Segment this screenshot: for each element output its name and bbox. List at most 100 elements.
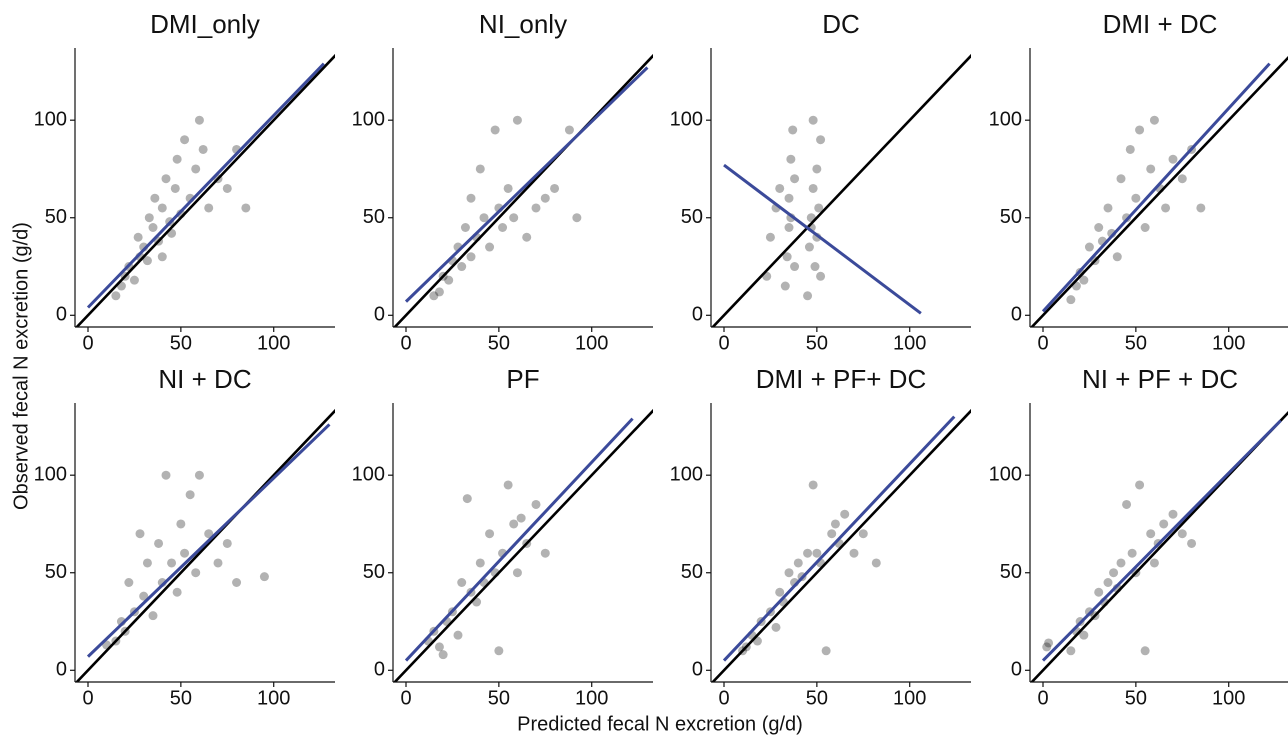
x-tick-label: 50 <box>1125 332 1147 354</box>
panel-title: DC <box>822 9 860 39</box>
point <box>176 519 186 529</box>
y-tick-label: 50 <box>681 206 703 228</box>
point <box>1196 203 1206 213</box>
point <box>466 252 476 262</box>
point <box>784 193 794 203</box>
point <box>531 203 541 213</box>
point <box>816 271 826 281</box>
identity-line <box>711 408 971 682</box>
point <box>812 164 822 174</box>
point <box>1103 577 1113 587</box>
point <box>485 242 495 252</box>
point <box>1079 275 1089 285</box>
x-tick-label: 100 <box>575 332 608 354</box>
point <box>172 154 182 164</box>
point <box>438 650 448 660</box>
point <box>1094 222 1104 232</box>
point <box>522 232 532 242</box>
y-tick-label: 100 <box>989 463 1022 485</box>
point <box>490 125 500 135</box>
plot-area <box>1030 56 1288 327</box>
panel: DMI + DC 0 50 100 0 50 100 <box>989 9 1288 354</box>
point <box>204 203 214 213</box>
point <box>858 529 868 539</box>
point <box>1168 509 1178 519</box>
panel: NI_only 0 50 100 0 50 100 <box>352 9 653 354</box>
point <box>1079 630 1089 640</box>
panel-title: DMI + PF+ DC <box>756 364 926 394</box>
plot-area <box>711 53 971 327</box>
point <box>531 499 541 509</box>
x-tick-label: 100 <box>257 687 290 709</box>
y-tick-label: 0 <box>56 304 67 326</box>
x-tick-label: 0 <box>1037 687 1048 709</box>
y-tick-label: 0 <box>1011 659 1022 681</box>
point <box>453 630 463 640</box>
point <box>1159 519 1169 529</box>
point <box>434 287 444 297</box>
panel-title: NI + DC <box>158 364 251 394</box>
point <box>564 125 574 135</box>
plot-area <box>1030 411 1288 682</box>
point <box>509 519 519 529</box>
point <box>457 577 467 587</box>
y-axis-label: Observed fecal N excretion (g/d) <box>10 222 32 510</box>
identity-line <box>1030 56 1288 327</box>
panel-title: NI + PF + DC <box>1082 364 1238 394</box>
point <box>1094 587 1104 597</box>
point <box>1140 646 1150 656</box>
point <box>434 642 444 652</box>
point <box>803 548 813 558</box>
point <box>784 568 794 578</box>
point <box>460 222 470 232</box>
plot-area <box>75 53 335 327</box>
panel: NI + PF + DC 0 50 100 0 50 100 <box>989 364 1288 709</box>
y-tick-label: 0 <box>692 304 703 326</box>
point <box>765 232 775 242</box>
point <box>259 572 269 582</box>
point <box>135 529 145 539</box>
point <box>204 529 214 539</box>
fit-line <box>86 423 331 658</box>
point <box>775 587 785 597</box>
point <box>144 213 154 223</box>
point <box>479 213 489 223</box>
point <box>232 577 242 587</box>
identity-line <box>75 53 335 327</box>
point <box>142 256 152 266</box>
identity-line <box>393 53 653 327</box>
y-tick-label: 50 <box>45 206 67 228</box>
x-axis-label: Predicted fecal N excretion (g/d) <box>517 713 803 735</box>
point <box>812 548 822 558</box>
point <box>1103 203 1113 213</box>
y-tick-label: 50 <box>1000 561 1022 583</box>
point <box>213 558 223 568</box>
x-tick-label: 0 <box>718 687 729 709</box>
point <box>142 558 152 568</box>
y-tick-label: 50 <box>681 561 703 583</box>
point <box>444 275 454 285</box>
point <box>161 470 171 480</box>
point <box>784 222 794 232</box>
point <box>849 548 859 558</box>
point <box>485 529 495 539</box>
x-tick-label: 0 <box>718 332 729 354</box>
point <box>790 174 800 184</box>
x-tick-label: 50 <box>806 332 828 354</box>
point <box>512 115 522 125</box>
y-tick-label: 100 <box>34 108 67 130</box>
point <box>429 291 439 301</box>
point <box>475 164 485 174</box>
point <box>194 115 204 125</box>
y-tick-label: 100 <box>989 108 1022 130</box>
panel-title: PF <box>506 364 539 394</box>
point <box>814 203 824 213</box>
fit-line <box>404 66 649 303</box>
point <box>1149 558 1159 568</box>
x-tick-label: 50 <box>170 332 192 354</box>
point <box>788 125 798 135</box>
identity-line <box>393 408 653 682</box>
plot-area <box>393 53 653 327</box>
point <box>222 183 232 193</box>
